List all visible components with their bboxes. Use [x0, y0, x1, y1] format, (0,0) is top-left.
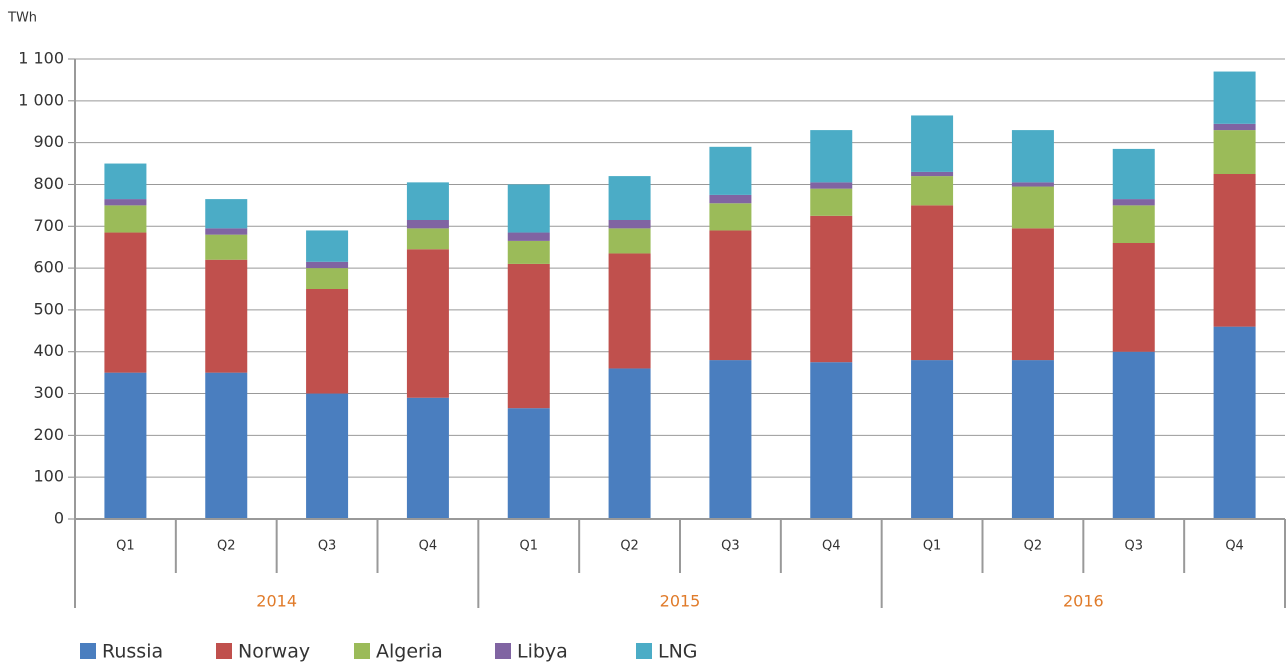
bar-segment: [810, 215, 853, 363]
bar-segment: [608, 368, 651, 519]
bar-segment: [911, 176, 954, 206]
bar-segment: [406, 220, 449, 229]
legend-label: LNG: [658, 641, 698, 663]
bar-segment: [406, 249, 449, 398]
legend-label: Libya: [517, 641, 568, 663]
bar-segment: [911, 115, 954, 172]
bar-segment: [104, 232, 147, 373]
bar-segment: [709, 203, 752, 231]
bar-segment: [608, 176, 651, 220]
y-tick-label: 1 100: [18, 49, 64, 68]
bar-segment: [306, 289, 349, 394]
bar-segment: [507, 240, 550, 264]
bar-segment: [1011, 130, 1054, 183]
legend-swatch: [216, 643, 232, 659]
bar-segment: [1112, 243, 1155, 352]
bar-segment: [1011, 186, 1054, 229]
bar-segment: [406, 397, 449, 519]
group-label: 2014: [256, 592, 297, 611]
y-tick-label: 400: [33, 341, 64, 360]
y-tick-label: 0: [54, 509, 64, 528]
bar-segment: [507, 263, 550, 409]
legend-swatch: [495, 643, 511, 659]
bar-segment: [507, 184, 550, 233]
bar-segment: [709, 360, 752, 519]
bar-segment: [911, 205, 954, 361]
bar-segment: [507, 408, 550, 519]
x-tick-label: Q4: [1225, 539, 1244, 554]
y-tick-label: 600: [33, 258, 64, 277]
bar-segment: [810, 182, 853, 189]
bar-segment: [1011, 182, 1054, 187]
group-label: 2015: [660, 592, 701, 611]
x-tick-label: Q4: [419, 539, 438, 554]
legend-swatch: [636, 643, 652, 659]
y-tick-label: 500: [33, 299, 64, 318]
bar-segment: [810, 188, 853, 216]
bar-segment: [608, 253, 651, 369]
x-tick-label: Q3: [721, 539, 740, 554]
legend-label: Algeria: [376, 641, 443, 663]
bar-segment: [306, 230, 349, 262]
legend-swatch: [354, 643, 370, 659]
bar-segment: [406, 228, 449, 250]
y-tick-label: 200: [33, 425, 64, 444]
legend-swatch: [80, 643, 96, 659]
bar-segment: [1112, 199, 1155, 206]
bar-segment: [1213, 123, 1256, 131]
x-tick-label: Q1: [116, 539, 135, 554]
bar-segment: [306, 393, 349, 519]
y-tick-label: 1 000: [18, 90, 64, 109]
bar-segment: [1112, 205, 1155, 243]
x-tick-label: Q1: [519, 539, 538, 554]
bar-segment: [306, 261, 349, 269]
group-label: 2016: [1063, 592, 1104, 611]
x-tick-label: Q2: [217, 539, 236, 554]
y-tick-label: 100: [33, 467, 64, 486]
bar-segment: [911, 360, 954, 519]
y-tick-label: 900: [33, 132, 64, 151]
legend-label: Norway: [238, 641, 310, 663]
bar-segment: [608, 228, 651, 254]
bar-segment: [104, 163, 147, 200]
bar-segment: [205, 234, 248, 260]
bar-segment: [709, 194, 752, 204]
bar-segment: [810, 362, 853, 519]
bar-segment: [205, 259, 248, 373]
bar-segment: [1112, 148, 1155, 200]
bar-segment: [709, 146, 752, 195]
bar-segment: [1011, 228, 1054, 361]
y-axis-label: TWh: [7, 11, 37, 26]
y-tick-label: 800: [33, 174, 64, 193]
y-tick-label: 700: [33, 216, 64, 235]
bar-segment: [306, 268, 349, 289]
legend-label: Russia: [102, 641, 163, 663]
bar-segment: [1011, 360, 1054, 519]
x-tick-label: Q2: [1024, 539, 1043, 554]
bar-segment: [608, 220, 651, 229]
x-tick-label: Q3: [318, 539, 337, 554]
bar-segment: [507, 232, 550, 241]
bar-segment: [205, 372, 248, 519]
bar-segment: [1213, 326, 1256, 519]
bar-segment: [205, 228, 248, 235]
x-tick-label: Q3: [1124, 539, 1143, 554]
bar-segment: [1213, 174, 1256, 327]
bar-segment: [104, 205, 147, 233]
bar-segment: [1213, 130, 1256, 174]
bar-segment: [911, 171, 954, 177]
bar-segment: [1112, 351, 1155, 519]
x-tick-label: Q2: [620, 539, 639, 554]
y-tick-label: 300: [33, 383, 64, 402]
bar-segment: [810, 130, 853, 183]
bar-segment: [1213, 71, 1256, 124]
bar-segment: [205, 199, 248, 229]
bar-segment: [709, 230, 752, 361]
bar-segment: [406, 182, 449, 220]
bar-segment: [104, 372, 147, 519]
bar-segment: [104, 199, 147, 206]
x-tick-label: Q1: [923, 539, 942, 554]
x-tick-label: Q4: [822, 539, 841, 554]
